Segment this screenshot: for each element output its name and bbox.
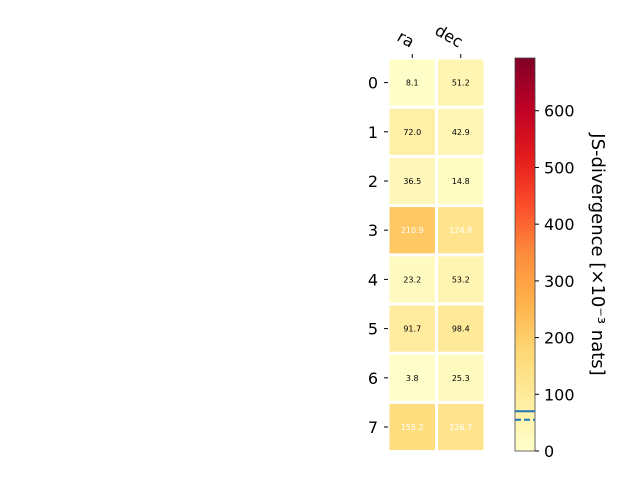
colorbar-tick-label: 0 xyxy=(544,442,554,461)
heatmap-cell-ra-7 xyxy=(389,403,435,451)
cell-value-label: 36.5 xyxy=(403,177,421,186)
row-label-2: 2 xyxy=(368,172,378,191)
colorbar-tick-label: 100 xyxy=(544,385,575,404)
row-label-0: 0 xyxy=(368,74,378,93)
heatmap-cell-ra-4 xyxy=(389,256,435,303)
colorbar: 0 100 200 300 400 500 600 xyxy=(514,57,575,461)
heatmap-cell-ra-5 xyxy=(389,305,435,352)
row-label-6: 6 xyxy=(368,369,378,388)
cell-value-label: 72.0 xyxy=(403,128,421,137)
column-label-ra: ra xyxy=(394,27,418,52)
cell-value-label: 3.8 xyxy=(406,374,419,383)
cell-value-label: 126.7 xyxy=(449,423,472,432)
heatmap-cell-dec-0 xyxy=(438,59,484,106)
heatmap-cell-ra-3 xyxy=(389,207,435,254)
heatmap-cell-dec-1 xyxy=(438,108,484,155)
row-label-7: 7 xyxy=(368,418,378,437)
cell-value-label: 42.9 xyxy=(452,128,470,137)
colorbar-tick-label: 200 xyxy=(544,329,575,348)
cell-value-label: 210.9 xyxy=(401,226,424,235)
row-label-3: 3 xyxy=(368,221,378,240)
cell-value-label: 98.4 xyxy=(452,325,470,334)
row-label-5: 5 xyxy=(368,320,378,339)
cell-value-label: 91.7 xyxy=(403,325,421,334)
row-label-1: 1 xyxy=(368,123,378,142)
row-label-4: 4 xyxy=(368,270,378,289)
cell-value-label: 51.2 xyxy=(452,79,470,88)
colorbar-tick-label: 500 xyxy=(544,158,575,177)
heatmap-cell-dec-7 xyxy=(438,403,484,451)
cell-value-label: 124.8 xyxy=(449,226,472,235)
colorbar-label: JS-divergence [×10⁻³ nats] xyxy=(587,132,608,375)
heatmap-cell-dec-6 xyxy=(438,354,484,401)
heatmap-cell-ra-1 xyxy=(389,108,435,155)
row-axis: 0 1 2 3 4 5 6 7 xyxy=(368,74,388,437)
heatmap-cell-dec-3 xyxy=(438,207,484,254)
heatmap-cell-dec-5 xyxy=(438,305,484,352)
colorbar-gradient xyxy=(514,57,536,452)
cell-value-label: 53.2 xyxy=(452,275,470,284)
heatmap-cell-ra-2 xyxy=(389,157,435,205)
heatmap-cell-dec-2 xyxy=(438,157,484,205)
colorbar-tick-label: 300 xyxy=(544,272,575,291)
column-axis: ra dec xyxy=(394,21,466,58)
heatmap-cell-ra-0 xyxy=(389,59,435,106)
cell-value-label: 25.3 xyxy=(452,374,470,383)
heatmap-cell-dec-4 xyxy=(438,256,484,303)
column-label-dec: dec xyxy=(432,21,466,52)
cell-value-label: 155.2 xyxy=(401,423,424,432)
cell-value-label: 23.2 xyxy=(403,275,421,284)
colorbar-tick-label: 600 xyxy=(544,102,575,121)
cell-value-label: 14.8 xyxy=(452,177,470,186)
colorbar-tick-label: 400 xyxy=(544,215,575,234)
cell-value-label: 8.1 xyxy=(406,79,419,88)
heatmap-grid: 8.1 51.2 72.0 42.9 36.5 14.8 210.9 124.8 23.2 53.… xyxy=(389,59,484,451)
heatmap-cell-ra-6 xyxy=(389,354,435,401)
